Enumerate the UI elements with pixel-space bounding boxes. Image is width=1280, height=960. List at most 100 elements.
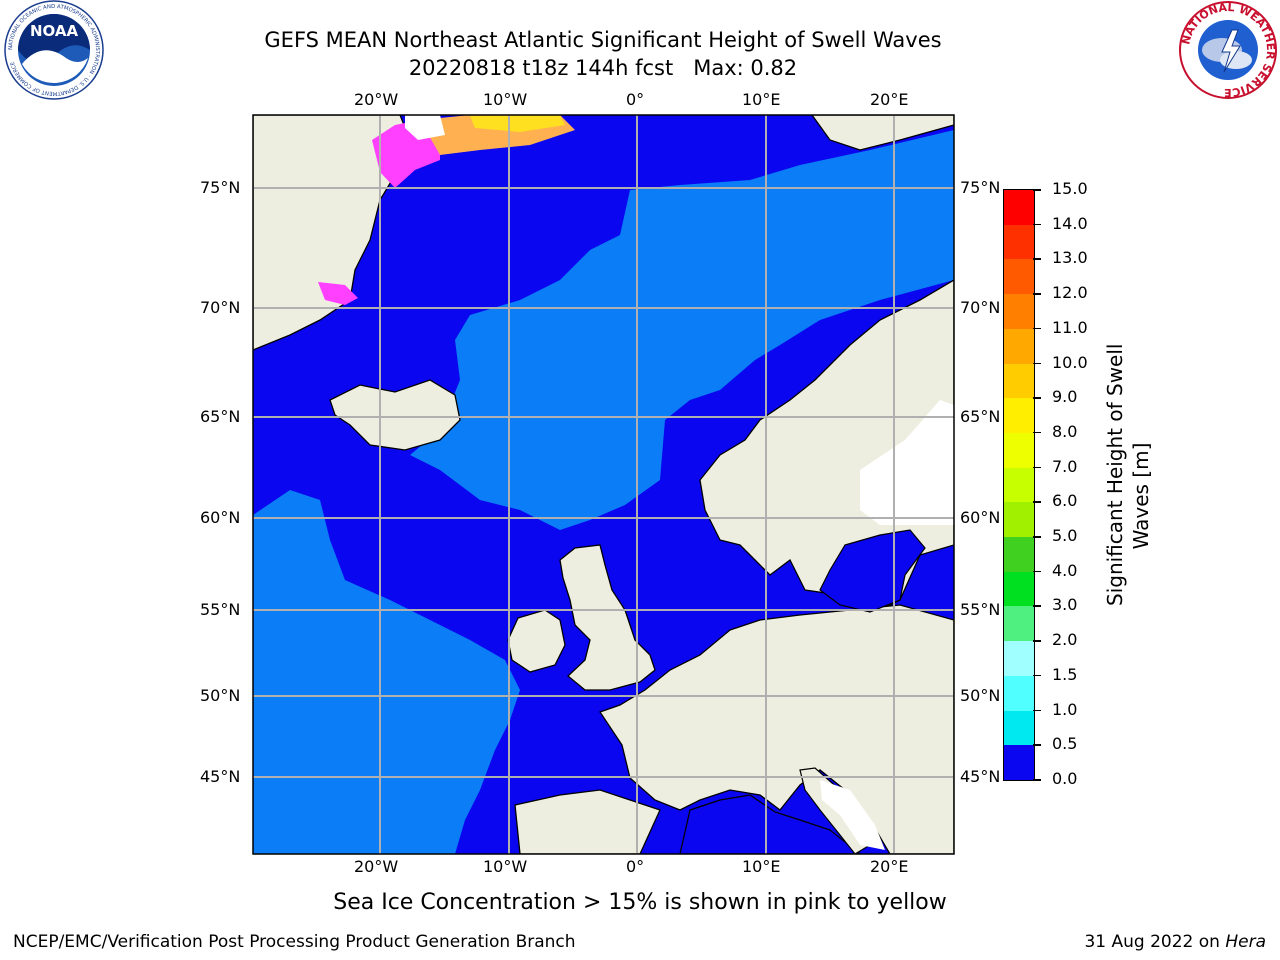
- great-britain: [559, 544, 656, 691]
- chart-subtitle: 20220818 t18z 144h fcst Max: 0.82: [408, 56, 798, 80]
- colorbar-tick-label: 5.0: [1052, 526, 1078, 546]
- noaa-logo-text: NOAA: [30, 22, 79, 40]
- colorbar-tick-mark: [1033, 362, 1041, 365]
- footer-host: Hera: [1225, 932, 1266, 952]
- colorbar-tick-mark: [1033, 640, 1041, 642]
- colorbar-title-wrap: Significant Height of Swell Waves [m]: [1018, 344, 1238, 606]
- colorbar-segment: [1004, 363, 1034, 399]
- lon-label-bottom-20w: 20°W: [354, 857, 399, 876]
- colorbar-tick-label: 8.0: [1052, 421, 1078, 441]
- colorbar-segment: [1004, 537, 1034, 573]
- lat-label-left-45n: 45°N: [200, 767, 241, 786]
- noaa-logo: NATIONAL OCEANIC AND ATMOSPHERIC ADMINIS…: [4, 0, 104, 100]
- nws-logo: NATIONAL WEATHER SERVICE: [1179, 1, 1277, 99]
- colorbar-segment: [1004, 328, 1034, 365]
- lat-label-left-65n: 65°N: [200, 407, 241, 426]
- sea-ice-caption: Sea Ice Concentration > 15% is shown in …: [333, 890, 947, 915]
- colorbar-segment: [1004, 745, 1034, 781]
- colorbar-segment: [1004, 432, 1034, 469]
- colorbar-segment: [1004, 467, 1034, 503]
- lat-label-right-60n: 60°N: [960, 508, 1001, 527]
- lat-label-right-75n: 75°N: [960, 178, 1001, 197]
- colorbar-segment: [1004, 710, 1034, 746]
- colorbar-tick-label: 4.0: [1052, 560, 1078, 580]
- footer-date: 31 Aug 2022 on Hera: [1084, 932, 1266, 952]
- map-frame: [252, 114, 955, 855]
- svalbard: [811, 115, 954, 151]
- colorbar-tick-label: 1.5: [1052, 664, 1078, 684]
- colorbar-segment: [1004, 606, 1034, 642]
- lon-label-top-10w: 10°W: [483, 90, 528, 109]
- colorbar-tick-mark: [1033, 779, 1041, 781]
- colorbar-tick-label: 14.0: [1052, 213, 1088, 233]
- colorbar-ticks: 15.0 14.0 13.0 12.0 11.0 10.0 9.0 8.0 7.0 6.0 5.0 4…: [1033, 179, 1106, 788]
- colorbar-tick-mark: [1033, 501, 1041, 503]
- colorbar-tick-label: 7.0: [1052, 456, 1078, 476]
- lat-label-left-75n: 75°N: [200, 178, 241, 197]
- lat-label-right-50n: 50°N: [960, 686, 1001, 705]
- colorbar-tick-label: 0.5: [1052, 734, 1078, 754]
- colorbar-tick-mark: [1033, 709, 1041, 712]
- colorbar-segment: [1004, 224, 1034, 260]
- colorbar-title-line1: Significant Height of Swell: [1103, 343, 1127, 606]
- lon-label-top-20e: 20°E: [870, 90, 909, 109]
- colorbar-tick-label: 6.0: [1052, 491, 1078, 511]
- colorbar: [1003, 189, 1035, 781]
- colorbar-segment: [1004, 502, 1034, 538]
- colorbar-tick-label: 10.0: [1052, 352, 1088, 372]
- no-data-finland: [860, 400, 954, 525]
- lat-label-right-65n: 65°N: [960, 407, 1001, 426]
- lon-label-bottom-20e: 20°E: [870, 857, 909, 876]
- colorbar-tick-mark: [1033, 189, 1041, 191]
- baltic-sea: [819, 529, 926, 613]
- colorbar-segment: [1004, 294, 1034, 330]
- colorbar-segment: [1004, 641, 1034, 677]
- colorbar-tick-mark: [1033, 744, 1041, 746]
- colorbar-tick-mark: [1033, 605, 1041, 607]
- colorbar-tick-mark: [1033, 536, 1041, 538]
- colorbar-tick-label: 1.0: [1052, 699, 1078, 719]
- lat-label-left-70n: 70°N: [200, 298, 241, 317]
- gridlines: [253, 115, 954, 854]
- no-data-adriatic: [820, 780, 885, 850]
- colorbar-tick-label: 3.0: [1052, 595, 1078, 615]
- colorbar-tick-label: 2.0: [1052, 630, 1078, 650]
- colorbar-tick-label: 13.0: [1052, 248, 1088, 268]
- colorbar-tick-mark: [1033, 570, 1041, 573]
- colorbar-tick-mark: [1033, 674, 1041, 677]
- sea-ice-pink-fjord: [318, 282, 358, 305]
- chart-title: GEFS MEAN Northeast Atlantic Significant…: [264, 28, 942, 52]
- land-masses: [253, 115, 954, 854]
- colorbar-tick-mark: [1033, 431, 1041, 434]
- sea-ice-yellow: [470, 115, 565, 132]
- continental-europe: [598, 604, 954, 854]
- lon-label-top-10e: 10°E: [742, 90, 781, 109]
- lat-label-right-45n: 45°N: [960, 767, 1001, 786]
- sea-ice-white: [405, 115, 445, 140]
- lon-label-top-0: 0°: [626, 90, 645, 109]
- iceland: [329, 379, 461, 451]
- colorbar-tick-mark: [1033, 466, 1041, 469]
- colorbar-tick-mark: [1033, 327, 1041, 330]
- colorbar-title: Significant Height of Swell Waves [m]: [1102, 343, 1154, 606]
- footer-branch: NCEP/EMC/Verification Post Processing Pr…: [13, 932, 576, 952]
- colorbar-segment: [1004, 398, 1034, 434]
- lat-label-left-55n: 55°N: [200, 600, 241, 619]
- lon-label-bottom-0: 0°: [626, 857, 645, 876]
- colorbar-segment: [1004, 259, 1034, 295]
- lat-label-right-55n: 55°N: [960, 600, 1001, 619]
- lon-label-top-20w: 20°W: [354, 90, 399, 109]
- colorbar-tick-label: 9.0: [1052, 387, 1078, 407]
- colorbar-tick-label: 11.0: [1052, 317, 1088, 337]
- colorbar-title-line2: Waves [m]: [1129, 442, 1153, 550]
- colorbar-tick-mark: [1033, 258, 1041, 260]
- footer-date-text: 31 Aug 2022 on: [1084, 932, 1226, 952]
- lon-label-bottom-10w: 10°W: [483, 857, 528, 876]
- colorbar-tick-label: 15.0: [1052, 179, 1088, 198]
- colorbar-tick-mark: [1033, 397, 1041, 399]
- swell-region-norwegian-sea: [410, 130, 954, 530]
- iberia: [514, 789, 661, 854]
- colorbar-tick-mark: [1033, 293, 1041, 295]
- lon-label-bottom-10e: 10°E: [742, 857, 781, 876]
